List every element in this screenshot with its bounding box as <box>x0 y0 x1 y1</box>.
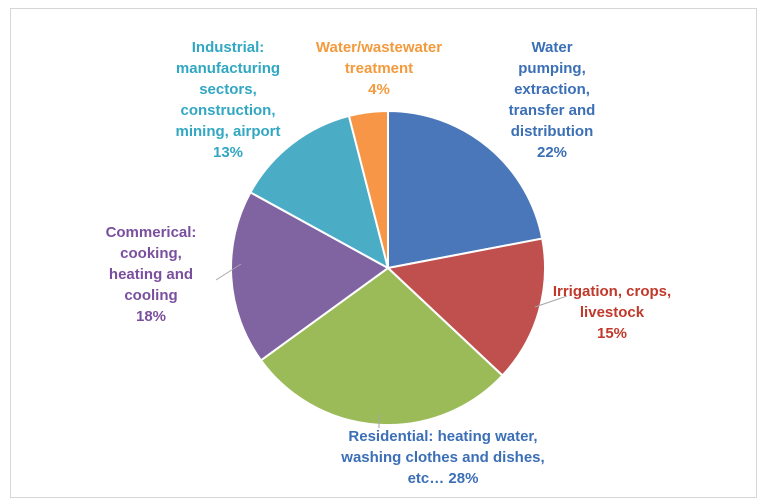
pie-slice <box>249 114 390 270</box>
slice-label-line: 18% <box>136 308 166 325</box>
slice-label-line: manufacturing <box>176 60 280 77</box>
slice-label-line: 22% <box>537 144 567 161</box>
slice-label-line: mining, airport <box>176 123 281 140</box>
pie-slice <box>229 191 390 362</box>
slice-label-line: 4% <box>368 81 390 98</box>
slice-label: Residential: heating water, washing cloth… <box>340 428 544 487</box>
slice-label: Industrial: manufacturing sectors, construc… <box>176 39 281 161</box>
slice-labels: Water pumping, extraction, transfer and dist… <box>106 39 672 487</box>
slice-label: Commerical: cooking, heating and cooling 18% <box>106 224 197 325</box>
slice-label-line: heating and <box>109 266 193 283</box>
pie-slices <box>229 109 547 426</box>
slice-label-line: 13% <box>213 144 243 161</box>
slice-label-line: cooling <box>124 287 177 304</box>
slice-label-line: extraction, <box>514 81 590 98</box>
pie-slice <box>387 109 544 270</box>
slice-label-line: Irrigation, crops, <box>553 283 671 300</box>
slice-label-line: transfer and <box>509 102 596 119</box>
slice-label-line: etc… 28% <box>408 470 479 487</box>
slice-label-line: Commerical: <box>106 224 197 241</box>
slice-label-line: livestock <box>580 304 645 321</box>
slice-label-line: Residential: heating water, <box>348 428 537 445</box>
leader-line <box>215 263 242 281</box>
slice-label-line: distribution <box>511 123 594 140</box>
slice-label-line: 15% <box>597 325 627 342</box>
slice-label: Irrigation, crops, livestock 15% <box>553 283 671 342</box>
leader-lines <box>215 263 568 428</box>
slice-label-line: Water <box>531 39 572 56</box>
slice-label-line: cooking, <box>120 245 182 262</box>
pie-slice <box>347 109 389 269</box>
slice-label-line: washing clothes and dishes, <box>340 449 544 466</box>
slice-label: Water pumping, extraction, transfer and dist… <box>509 39 596 161</box>
slice-label-line: Industrial: <box>192 39 265 56</box>
slice-label-line: pumping, <box>518 60 586 77</box>
slice-label-line: treatment <box>345 60 413 77</box>
slice-label-line: sectors, <box>199 81 257 98</box>
slice-label-line: construction, <box>180 102 275 119</box>
pie-slice <box>259 266 504 426</box>
slice-label-line: Water/wastewater <box>316 39 442 56</box>
slice-label: Water/wastewater treatment 4% <box>316 39 442 98</box>
pie-slice <box>385 237 547 377</box>
leader-line <box>534 295 568 308</box>
